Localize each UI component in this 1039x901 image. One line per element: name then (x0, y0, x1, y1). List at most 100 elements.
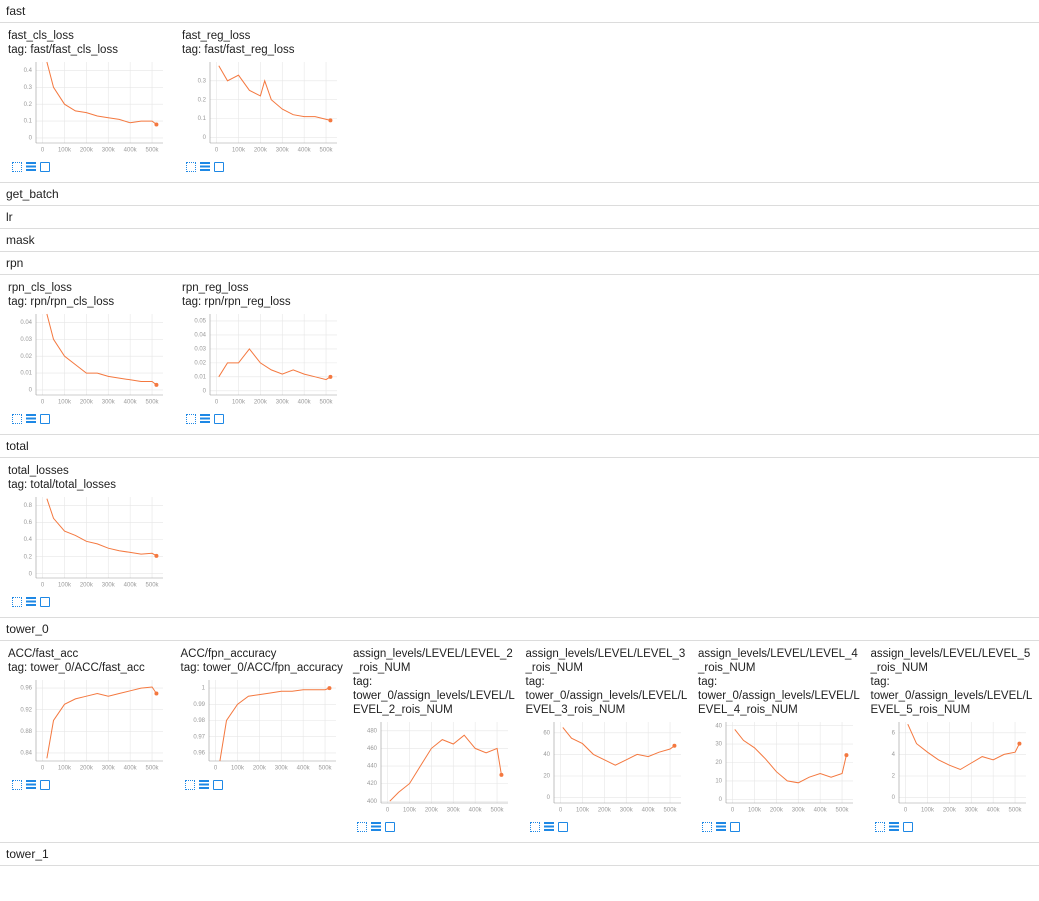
expand-button[interactable] (184, 780, 195, 790)
fit-button[interactable] (730, 822, 740, 832)
data-button[interactable] (26, 597, 36, 607)
x-tick-label: 200k (942, 808, 956, 814)
chart-card: fast_reg_loss tag: fast/fast_reg_loss 0 0.1… (178, 29, 347, 176)
chart: 0 0.1 0.2 0.3 0 100k 200k 300k 400k 500k (198, 62, 337, 154)
expand-button[interactable] (12, 780, 22, 790)
data-button[interactable] (200, 414, 210, 424)
card-title: fast_reg_loss (182, 30, 251, 42)
y-tick-label: 0.1 (198, 116, 207, 122)
chart: 0 10 20 30 40 0 100k 200k 300k 400k 500k (715, 722, 853, 814)
card-tag: tag: fast/fast_reg_loss (182, 44, 295, 56)
card-tag: tag: total/total_losses (8, 479, 117, 491)
data-button[interactable] (200, 162, 210, 172)
card-icons (8, 414, 173, 428)
data-button[interactable] (716, 822, 726, 832)
card-title: rpn_reg_loss (182, 282, 249, 294)
fit-button[interactable] (40, 597, 50, 607)
x-tick-label: 0 (558, 808, 562, 814)
x-tick-label: 0 (213, 766, 217, 772)
card-icons (182, 414, 347, 428)
data-line (734, 729, 847, 784)
data-button[interactable] (543, 822, 554, 832)
card-tag: tag: tower_0/ACC/fpn_accuracy (180, 662, 343, 674)
last-point (154, 122, 159, 127)
section-header[interactable]: fast (0, 0, 1039, 23)
chart: 0 2 4 6 0 100k 200k 300k 400k 500k (891, 722, 1026, 814)
expand-button[interactable] (186, 414, 196, 424)
data-line (389, 734, 502, 802)
fit-button[interactable] (557, 822, 568, 832)
card-title: ACC/fast_acc (8, 648, 79, 660)
data-line (906, 723, 1020, 771)
section-header[interactable]: tower_0 (0, 618, 1039, 641)
x-tick-label: 0 (41, 583, 45, 589)
expand-button[interactable] (357, 822, 367, 832)
y-tick-label: 0.6 (24, 520, 33, 526)
data-button[interactable] (26, 414, 36, 424)
data-button[interactable] (888, 822, 899, 832)
x-tick-label: 400k (986, 808, 1000, 814)
x-tick-label: 100k (920, 808, 934, 814)
expand-button[interactable] (529, 822, 540, 832)
chart: 0.96 0.97 0.98 0.99 1 0 100k 200k 300k 400k 500k (193, 680, 336, 772)
y-tick-label: 4 (891, 752, 895, 758)
y-tick-label: 0.99 (193, 702, 205, 708)
data-button[interactable] (26, 162, 36, 172)
fit-button[interactable] (902, 822, 913, 832)
expand-button[interactable] (702, 822, 712, 832)
section-header[interactable]: rpn (0, 252, 1039, 275)
x-tick-label: 100k (232, 400, 246, 406)
x-tick-label: 400k (469, 808, 483, 814)
card-title: assign_levels/LEVEL/LEVEL_3_rois_NUM (525, 648, 686, 674)
data-button[interactable] (371, 822, 381, 832)
last-point (844, 753, 849, 758)
section-header[interactable]: get_batch (0, 183, 1039, 206)
data-button[interactable] (26, 780, 36, 790)
expand-button[interactable] (12, 414, 22, 424)
x-tick-label: 200k (80, 148, 94, 154)
fit-button[interactable] (214, 162, 224, 172)
section-header[interactable]: tower_1 (0, 843, 1039, 866)
card-icons (871, 822, 1035, 836)
x-tick-label: 500k (146, 400, 160, 406)
y-tick-label: 0 (29, 571, 33, 577)
last-point (328, 118, 333, 123)
x-tick-label: 400k (298, 400, 312, 406)
data-button[interactable] (198, 780, 209, 790)
x-tick-label: 400k (124, 583, 138, 589)
fit-button[interactable] (40, 780, 50, 790)
chart: 0 0.01 0.02 0.03 0.04 0 100k 200k 300k 400k 500k (20, 313, 163, 406)
x-tick-label: 400k (124, 148, 138, 154)
fit-button[interactable] (40, 162, 50, 172)
x-tick-label: 200k (425, 808, 439, 814)
chart-card: ACC/fast_acc tag: tower_0/ACC/fast_acc 0.8… (4, 647, 172, 794)
expand-button[interactable] (12, 597, 22, 607)
x-tick-label: 300k (102, 583, 116, 589)
x-tick-label: 500k (836, 808, 850, 814)
fit-button[interactable] (385, 822, 395, 832)
chart-card: ACC/fpn_accuracy tag: tower_0/ACC/fpn_acc… (177, 647, 345, 794)
chart-card: assign_levels/LEVEL/LEVEL_3_rois_NUM tag:… (522, 647, 690, 836)
card-row: total_losses tag: total/total_losses 0 0.2 0… (0, 458, 1039, 618)
x-tick-label: 200k (80, 400, 94, 406)
expand-button[interactable] (874, 822, 885, 832)
x-tick-label: 500k (1008, 808, 1022, 814)
x-tick-label: 400k (814, 808, 828, 814)
data-line (46, 498, 157, 557)
data-line (46, 61, 157, 125)
y-tick-label: 0.01 (20, 371, 32, 377)
card-icons (8, 162, 173, 176)
chart-card: assign_levels/LEVEL/LEVEL_2_rois_NUM tag:… (349, 647, 517, 836)
data-line (46, 686, 157, 759)
y-tick-label: 0.2 (24, 102, 33, 108)
section-header[interactable]: mask (0, 229, 1039, 252)
expand-button[interactable] (186, 162, 196, 172)
x-tick-label: 300k (102, 766, 116, 772)
x-tick-label: 300k (447, 808, 461, 814)
fit-button[interactable] (214, 414, 224, 424)
expand-button[interactable] (12, 162, 22, 172)
fit-button[interactable] (40, 414, 50, 424)
section-header[interactable]: total (0, 435, 1039, 458)
fit-button[interactable] (212, 780, 223, 790)
section-header[interactable]: lr (0, 206, 1039, 229)
